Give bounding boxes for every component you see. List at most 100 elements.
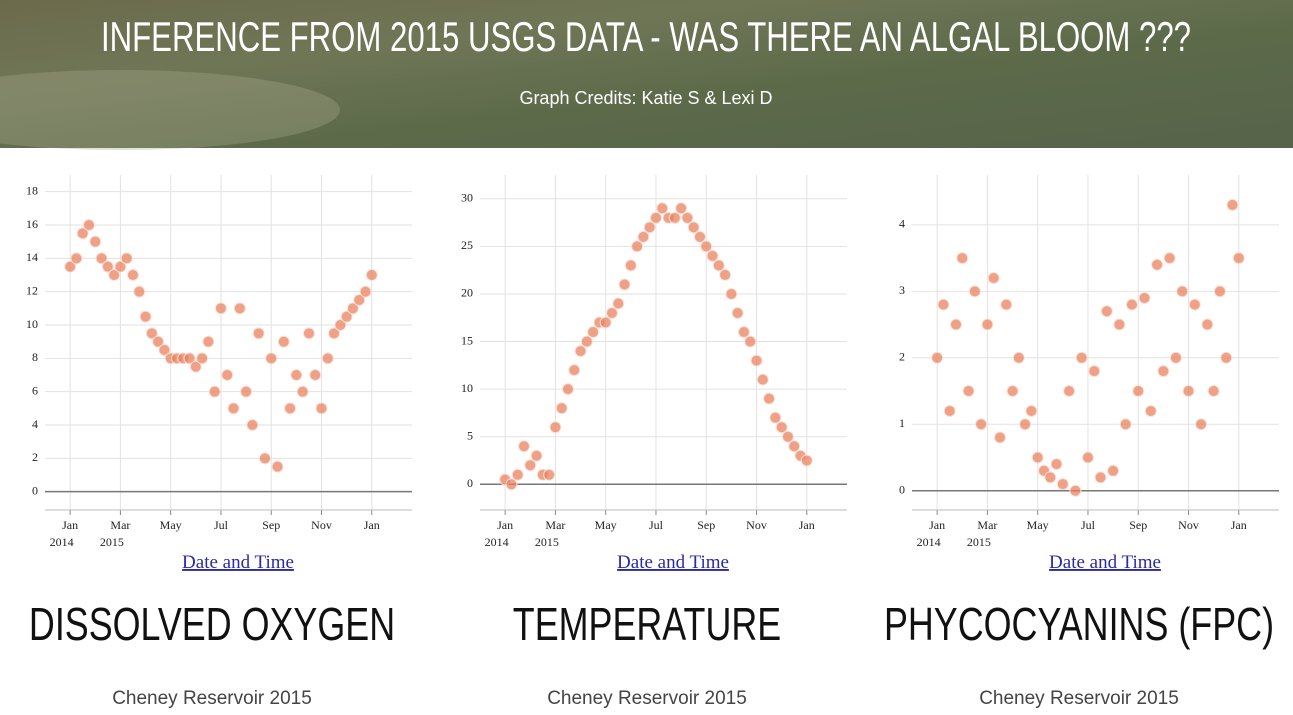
y-tick-label: 14 xyxy=(26,250,38,264)
data-point xyxy=(1081,451,1094,464)
data-point xyxy=(246,419,259,431)
x-tick-label: May xyxy=(160,518,182,532)
x-tick-label: Jan xyxy=(364,518,380,532)
data-point xyxy=(975,418,988,431)
x-axis-label: Date and Time xyxy=(182,552,294,573)
y-tick-label: 0 xyxy=(467,476,473,490)
data-point xyxy=(1213,285,1226,298)
chart-subtitle: Cheney Reservoir 2015 xyxy=(112,688,312,709)
x-tick-label: Nov xyxy=(1178,518,1199,532)
data-point xyxy=(700,240,713,253)
data-point xyxy=(328,327,341,340)
data-point xyxy=(1025,404,1038,417)
y-tick-label: 4 xyxy=(32,417,38,431)
data-point xyxy=(196,352,209,365)
data-point xyxy=(750,354,763,367)
data-point xyxy=(1113,318,1126,331)
x-tick-label: Jan 2014 xyxy=(482,518,514,549)
data-point xyxy=(1132,385,1145,398)
data-point xyxy=(756,373,769,386)
data-point xyxy=(555,402,568,415)
y-tick-label: 2 xyxy=(32,450,38,464)
wave xyxy=(0,70,340,150)
x-tick-label: Jul xyxy=(649,518,664,532)
data-point xyxy=(1144,404,1157,417)
data-point xyxy=(1195,418,1208,431)
data-point xyxy=(64,260,77,273)
data-point xyxy=(511,468,524,481)
data-point xyxy=(208,385,221,398)
credits: Graph Credits: Katie S & Lexi D xyxy=(519,88,772,108)
data-point xyxy=(1169,351,1182,364)
x-tick-label: Jul xyxy=(1081,518,1096,532)
data-point xyxy=(574,345,587,358)
data-point xyxy=(800,454,813,467)
data-point xyxy=(725,287,738,300)
data-point xyxy=(561,383,574,396)
data-point xyxy=(931,351,944,364)
data-point xyxy=(706,249,719,262)
data-point xyxy=(643,221,656,234)
y-tick-label: 0 xyxy=(899,482,905,496)
data-point xyxy=(1044,471,1057,484)
data-point xyxy=(587,326,600,339)
data-point xyxy=(126,269,139,281)
data-point xyxy=(656,202,669,215)
data-point xyxy=(637,230,650,243)
data-point xyxy=(788,440,801,453)
x-tick-label: May xyxy=(1027,518,1049,532)
data-point xyxy=(763,392,776,405)
data-point xyxy=(309,369,322,381)
data-point xyxy=(252,327,265,340)
data-point xyxy=(1125,298,1138,311)
data-point xyxy=(631,240,644,253)
x-axis-label: Date and Time xyxy=(1049,552,1161,573)
data-point xyxy=(668,211,681,224)
data-point xyxy=(624,259,637,272)
data-point xyxy=(139,310,152,323)
chart-title: TEMPERATURE xyxy=(513,599,781,650)
data-point xyxy=(95,252,108,265)
data-point xyxy=(1176,285,1189,298)
data-point xyxy=(89,235,102,248)
y-tick-label: 10 xyxy=(26,317,38,331)
data-point xyxy=(145,327,158,340)
data-point xyxy=(315,402,328,415)
data-point xyxy=(1163,252,1176,265)
data-point xyxy=(693,230,706,243)
data-point xyxy=(1226,198,1239,211)
data-point xyxy=(505,478,518,491)
x-tick-label: Mar 2015 xyxy=(532,518,566,549)
data-point xyxy=(1012,351,1025,364)
data-point xyxy=(1182,385,1195,398)
data-point xyxy=(1207,385,1220,398)
data-point xyxy=(1069,484,1082,497)
data-point xyxy=(183,352,196,365)
data-point xyxy=(731,306,744,319)
y-tick-label: 8 xyxy=(32,350,38,364)
data-point xyxy=(296,385,309,398)
data-point xyxy=(334,319,347,331)
data-point xyxy=(687,221,700,234)
y-tick-label: 10 xyxy=(461,381,473,395)
data-point xyxy=(1031,451,1044,464)
data-point xyxy=(1119,418,1132,431)
data-point xyxy=(302,327,315,340)
data-point xyxy=(258,452,271,465)
y-tick-label: 6 xyxy=(32,383,38,397)
data-point xyxy=(543,468,556,481)
data-point xyxy=(1157,365,1170,378)
data-point xyxy=(981,318,994,331)
data-point xyxy=(769,411,782,424)
data-point xyxy=(290,369,303,381)
y-tick-label: 25 xyxy=(461,238,473,252)
data-point xyxy=(221,369,234,381)
x-tick-label: Nov xyxy=(746,518,767,532)
x-tick-label: Jul xyxy=(214,518,229,532)
data-point xyxy=(152,335,165,348)
y-tick-label: 5 xyxy=(467,428,473,442)
data-point xyxy=(265,352,278,365)
data-point xyxy=(108,269,121,281)
data-point xyxy=(271,460,284,473)
